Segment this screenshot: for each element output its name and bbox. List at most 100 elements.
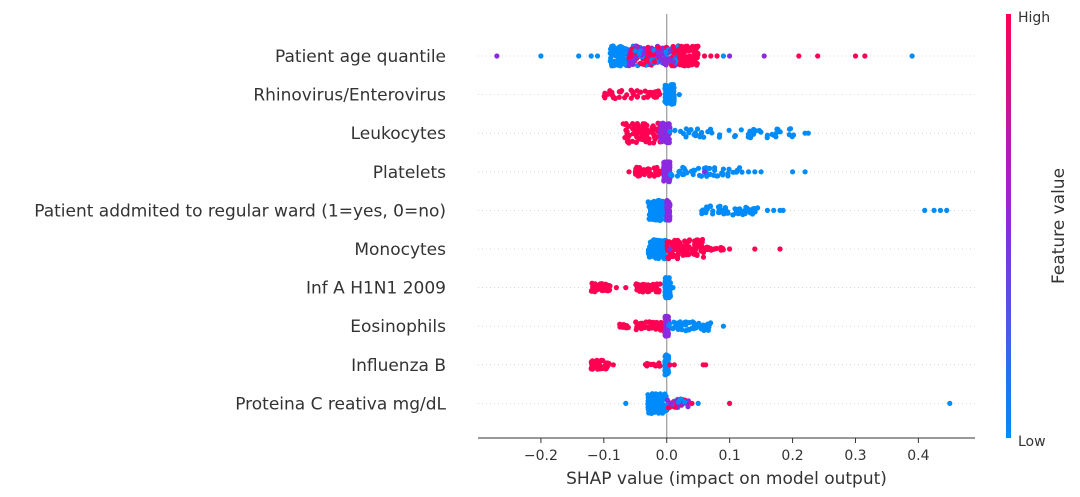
shap-point [645, 392, 651, 398]
shap-point [947, 400, 953, 406]
shap-point [738, 127, 744, 133]
shap-point [758, 169, 764, 175]
shap-point [694, 251, 700, 258]
shap-point [716, 209, 722, 215]
shap-point [604, 284, 610, 291]
shap-point [651, 59, 658, 65]
shap-point [654, 392, 660, 398]
x-axis: −0.2 −0.1 0.0 0.1 0.2 0.3 0.4 SHAP value (impa… [478, 437, 975, 489]
shap-point [687, 59, 693, 65]
shap-point [752, 169, 758, 175]
shap-point [909, 53, 915, 59]
x-tick-label: −0.1 [587, 448, 621, 464]
shap-point [718, 244, 724, 251]
shap-point [790, 169, 796, 175]
shap-point [623, 285, 629, 291]
shap-point [672, 127, 678, 133]
colorbar-gradient [1006, 14, 1011, 438]
shap-point [649, 126, 655, 132]
shap-point [686, 54, 693, 60]
shap-point [774, 126, 780, 132]
shap-point [708, 245, 714, 252]
shap-point [944, 207, 950, 213]
feature-label: Monocytes [354, 240, 446, 260]
shap-point [720, 166, 727, 172]
shap-point [931, 207, 937, 213]
shap-point [655, 171, 661, 177]
shap-point [656, 404, 662, 410]
shap-point [667, 246, 673, 252]
shap-point [655, 246, 661, 252]
shap-point [694, 62, 700, 68]
shap-point [730, 212, 736, 218]
shap-point [674, 173, 681, 179]
shap-point [608, 55, 614, 61]
shap-point [678, 43, 684, 49]
shap-point [683, 134, 689, 140]
shap-point [664, 100, 670, 106]
x-tick-label: 0.2 [781, 448, 803, 464]
shap-point [625, 134, 631, 140]
shap-point [742, 211, 748, 217]
shap-point [644, 127, 650, 133]
shap-point [635, 129, 642, 135]
shap-point [695, 400, 701, 406]
shap-point [637, 288, 643, 294]
shap-point [701, 209, 707, 215]
colorbar-high-label: High [1018, 10, 1050, 26]
shap-point [641, 95, 647, 101]
x-ticks: −0.2 −0.1 0.0 0.1 0.2 0.3 0.4 [524, 438, 930, 464]
shap-point [683, 126, 689, 132]
shap-point [727, 400, 733, 406]
shap-point [686, 130, 692, 136]
shap-point [633, 319, 639, 325]
shap-point [644, 363, 650, 369]
shap-point [685, 404, 691, 410]
shap-point [771, 207, 777, 213]
shap-point [676, 50, 683, 56]
shap-point [682, 399, 688, 405]
shap-point [735, 206, 741, 212]
shap-point [704, 173, 710, 179]
shap-point [690, 171, 696, 178]
shap-point [660, 198, 666, 204]
shap-point [671, 362, 677, 368]
shap-point [538, 53, 544, 59]
shap-point [710, 211, 716, 217]
shap-point [815, 53, 821, 59]
shap-point [747, 210, 753, 216]
shap-point [694, 126, 701, 132]
shap-point [764, 132, 771, 138]
shap-point [796, 53, 802, 59]
shap-point [659, 238, 665, 244]
shap-point [690, 319, 696, 326]
shap-point [663, 277, 669, 284]
shap-point [676, 92, 682, 98]
row-guides [478, 55, 975, 404]
shap-point [674, 256, 681, 262]
shap-point [693, 52, 699, 58]
shap-point [732, 133, 738, 140]
shap-point [683, 61, 689, 67]
shap-point [613, 285, 620, 291]
shap-point [643, 139, 649, 145]
shap-point [645, 199, 651, 205]
shap-point [686, 238, 692, 244]
shap-point [651, 140, 657, 146]
shap-point [727, 53, 733, 59]
shap-point [648, 400, 654, 407]
shap-point [720, 172, 726, 178]
shap-point [649, 286, 655, 292]
shap-point [641, 282, 647, 288]
shap-point [693, 132, 700, 138]
shap-point [602, 90, 608, 96]
colorbar-low-label: Low [1018, 434, 1046, 450]
shap-point [666, 321, 673, 327]
shap-point [651, 405, 658, 411]
shap-point [733, 169, 739, 175]
shap-point [692, 44, 699, 50]
shap-point [624, 139, 631, 145]
shap-point [657, 363, 663, 369]
shap-point [696, 172, 703, 179]
